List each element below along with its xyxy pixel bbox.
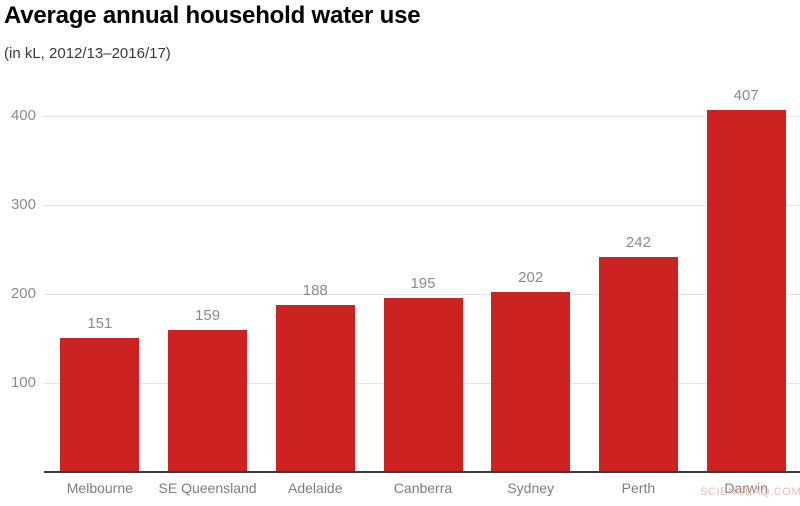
bar[interactable] (275, 304, 355, 472)
bar-value-label: 151 (87, 314, 113, 332)
axis-baseline (44, 471, 800, 473)
bar[interactable] (706, 109, 786, 472)
gridline (44, 205, 800, 206)
bar-value-label: 242 (625, 233, 651, 251)
x-axis-category-label: Sydney (507, 480, 555, 496)
x-axis-category-label: Melbourne (66, 480, 133, 496)
bar[interactable] (60, 337, 140, 472)
bar-value-label: 188 (302, 281, 328, 299)
bar[interactable] (491, 292, 571, 472)
y-axis-tick-label: 200 (10, 285, 36, 302)
gridline (44, 116, 800, 117)
bar[interactable] (598, 256, 678, 472)
y-axis-tick-label: 100 (10, 374, 36, 391)
bar[interactable] (168, 330, 248, 472)
y-axis-tick-label: 400 (10, 107, 36, 124)
x-axis-category-label: Darwin (724, 480, 768, 496)
x-axis-category-label: SE Queensland (158, 480, 257, 496)
gridline (44, 294, 800, 295)
bar-value-label: 202 (518, 269, 544, 287)
bar-value-label: 159 (195, 307, 221, 325)
x-axis-category-label: Perth (621, 480, 656, 496)
bar-value-label: 195 (410, 275, 436, 293)
x-axis-category-label: Adelaide (288, 480, 343, 496)
bar-value-label: 407 (733, 86, 759, 104)
x-axis-category-label: Canberra (393, 480, 453, 496)
chart-subtitle: (in kL, 2012/13–2016/17) (4, 45, 171, 62)
bar[interactable] (383, 298, 463, 472)
y-axis-tick-label: 300 (10, 196, 36, 213)
chart-title: Average annual household water use (4, 2, 421, 29)
